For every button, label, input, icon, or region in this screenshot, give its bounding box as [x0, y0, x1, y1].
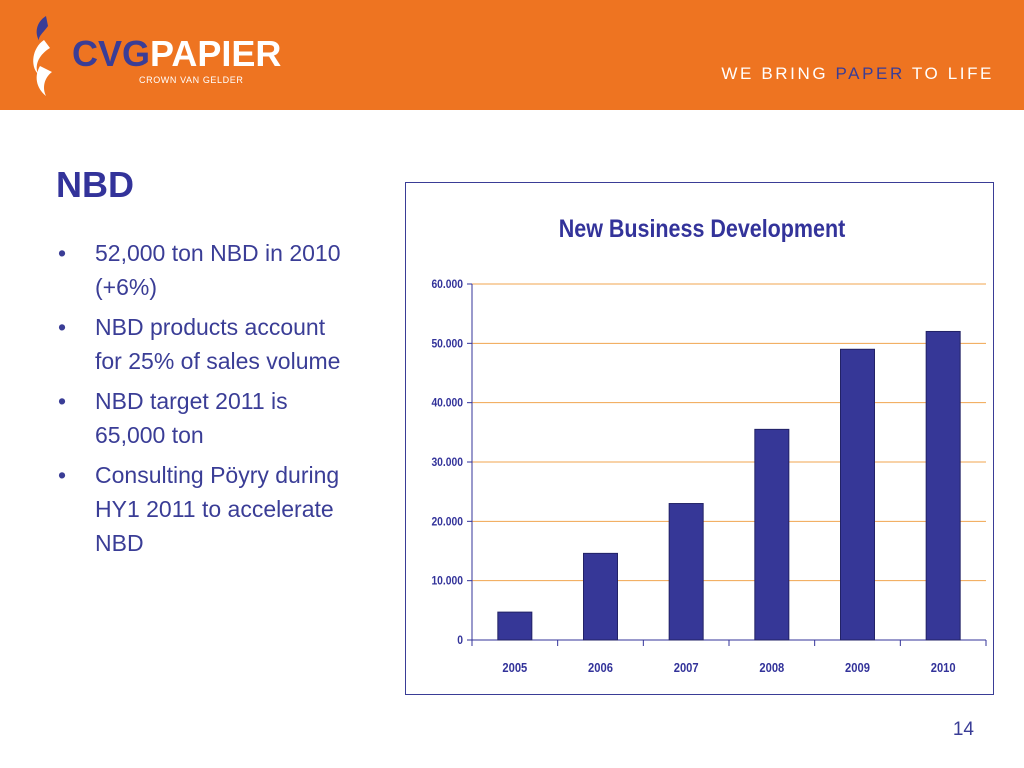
y-tick-label: 30.000	[431, 456, 463, 469]
y-tick-label: 40.000	[431, 397, 463, 410]
cvg-logo-icon	[33, 16, 52, 96]
tagline: WE BRING PAPER TO LIFE	[721, 64, 994, 84]
bullet-item: Consulting Pöyry during HY1 2011 to acce…	[58, 458, 358, 560]
bar-2010	[925, 330, 961, 641]
x-tick-label: 2007	[674, 660, 699, 675]
x-tick-label: 2006	[588, 660, 613, 675]
x-tick-label: 2008	[759, 660, 784, 675]
bar-2005	[497, 611, 533, 641]
bar-2009	[840, 348, 875, 641]
y-tick-label: 50.000	[431, 338, 463, 351]
y-tick-label: 0	[457, 634, 463, 647]
header-bar: CVGPAPIER CROWN VAN GELDER WE BRING PAPE…	[0, 0, 1024, 110]
bar-2007	[668, 503, 704, 641]
bullet-item: NBD target 2011 is 65,000 ton	[58, 384, 358, 452]
tagline-pre: WE BRING	[721, 64, 836, 83]
bar-2006	[583, 552, 618, 641]
x-tick-label: 2005	[502, 660, 527, 675]
bullet-list: 52,000 ton NBD in 2010 (+6%) NBD product…	[58, 236, 358, 566]
bar-chart: New Business Development 0 10.000 20.000 30…	[431, 214, 987, 675]
tagline-highlight: PAPER	[835, 64, 905, 83]
y-tick-label: 10.000	[431, 575, 463, 588]
chart-container: New Business Development 0 10.000 20.000 30…	[405, 182, 994, 695]
logo-subtitle: CROWN VAN GELDER	[139, 75, 244, 85]
tagline-post: TO LIFE	[904, 64, 994, 83]
x-tick-label: 2009	[845, 660, 870, 675]
chart-title: New Business Development	[559, 214, 846, 242]
logo-wordmark: CVGPAPIER	[72, 36, 281, 72]
y-tick-label: 60.000	[431, 278, 463, 291]
slide-title: NBD	[56, 164, 134, 205]
logo-papier: PAPIER	[150, 33, 282, 74]
y-tick-label: 20.000	[431, 516, 463, 529]
bullet-item: 52,000 ton NBD in 2010 (+6%)	[58, 236, 358, 304]
x-tick-label: 2010	[931, 660, 956, 675]
bullet-item: NBD products account for 25% of sales vo…	[58, 310, 358, 378]
bar-2008	[754, 428, 790, 641]
logo-cvg: CVG	[72, 33, 151, 74]
page-number: 14	[952, 719, 974, 740]
